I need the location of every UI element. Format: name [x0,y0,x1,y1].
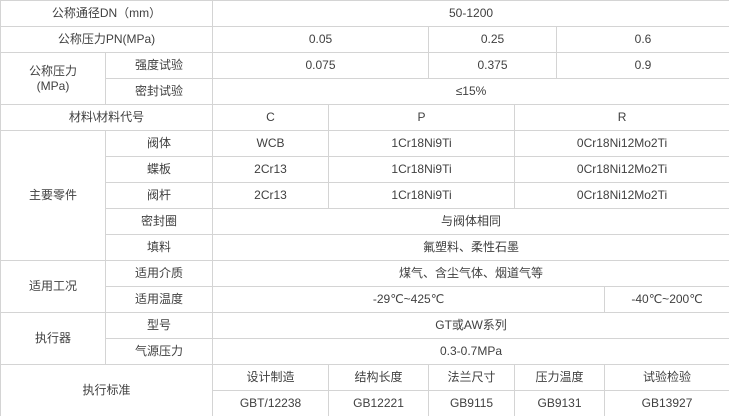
valve-body-label: 阀体 [104,130,214,157]
material-code-c: C [212,104,330,131]
standard-name-test: 试验检验 [604,364,729,391]
nominal-pressure-label-line1: 公称压力 [28,63,77,78]
row-nominal-diameter: 公称通径DN（mm） 50-1200 [0,0,729,27]
row-strength-test: 公称压力 (MPa) 强度试验 0.075 0.375 0.9 [0,52,729,105]
standard-code-design: GBT/12238 [212,390,330,416]
row-standards-codes: GBT/12238 GB12221 GB9115 GB9131 GB13927 [1,390,729,416]
butterfly-plate-label: 蝶板 [104,156,214,183]
seal-test-value: ≤15% [212,78,729,105]
standard-code-length: GB12221 [328,390,430,416]
row-applicable-medium: 适用工况 适用介质 煤气、含尘气体、烟道气等 [0,260,729,313]
pn-value-3: 0.6 [556,26,729,53]
standard-code-pressure-temp: GB9131 [514,390,606,416]
standard-name-flange: 法兰尺寸 [428,364,516,391]
applicable-medium-label: 适用介质 [104,260,214,287]
valve-stem-material-c: 2Cr13 [212,182,330,209]
applicable-medium-value: 煤气、含尘气体、烟道气等 [212,260,729,287]
row-valve-body: 主要零件 阀体 WCB 1Cr18Ni9Ti 0Cr18Ni12Mo2Ti [0,130,729,261]
packing-label: 填料 [104,234,214,261]
air-supply-pressure-value: 0.3-0.7MPa [212,338,729,365]
row-nominal-pressure-pn: 公称压力PN(MPa) 0.05 0.25 0.6 [0,26,729,53]
valve-body-material-r: 0Cr18Ni12Mo2Ti [514,130,729,157]
butterfly-plate-material-r: 0Cr18Ni12Mo2Ti [514,156,729,183]
nominal-diameter-value: 50-1200 [212,0,729,27]
standard-name-pressure-temp: 压力温度 [514,364,606,391]
actuator-model-value: GT或AW系列 [212,312,729,339]
strength-test-value-1: 0.075 [212,52,430,79]
strength-test-value-3: 0.9 [556,52,729,79]
pn-value-1: 0.05 [212,26,430,53]
row-air-supply-pressure: 气源压力 0.3-0.7MPa [1,338,729,365]
nominal-pressure-label-line2: (MPa) [36,78,70,93]
valve-body-material-c: WCB [212,130,330,157]
row-material-codes: 材料\材料代号 C P R [0,104,729,131]
strength-test-label: 强度试验 [104,52,214,79]
valve-stem-material-p: 1Cr18Ni9Ti [328,182,516,209]
valve-stem-material-r: 0Cr18Ni12Mo2Ti [514,182,729,209]
row-seal-test: 密封试验 ≤15% [1,78,729,105]
pn-value-2: 0.25 [428,26,558,53]
row-actuator-model: 执行器 型号 GT或AW系列 [0,312,729,365]
temperature-range-2: -40℃~200℃ [604,286,729,313]
row-standards-names: 执行标准 设计制造 结构长度 法兰尺寸 压力温度 试验检验 [0,364,729,416]
butterfly-plate-material-p: 1Cr18Ni9Ti [328,156,516,183]
row-packing: 填料 氟塑料、柔性石墨 [1,234,729,261]
standard-code-flange: GB9115 [428,390,516,416]
air-supply-pressure-label: 气源压力 [104,338,214,365]
nominal-pressure-group-label: 公称压力 (MPa) [0,52,106,105]
row-valve-stem: 阀杆 2Cr13 1Cr18Ni9Ti 0Cr18Ni12Mo2Ti [1,182,729,209]
valve-stem-label: 阀杆 [104,182,214,209]
seal-ring-value: 与阀体相同 [212,208,729,235]
strength-test-value-2: 0.375 [428,52,558,79]
row-butterfly-plate: 蝶板 2Cr13 1Cr18Ni9Ti 0Cr18Ni12Mo2Ti [1,156,729,183]
packing-value: 氟塑料、柔性石墨 [212,234,729,261]
standards-group-label: 执行标准 [0,364,214,416]
actuator-model-label: 型号 [104,312,214,339]
material-codes-label: 材料\材料代号 [0,104,214,131]
seal-ring-label: 密封圈 [104,208,214,235]
standard-name-design: 设计制造 [212,364,330,391]
seal-test-label: 密封试验 [104,78,214,105]
nominal-pressure-pn-label: 公称压力PN(MPa) [0,26,214,53]
main-parts-group-label: 主要零件 [0,130,106,261]
actuator-group-label: 执行器 [0,312,106,365]
row-seal-ring: 密封圈 与阀体相同 [1,208,729,235]
valve-body-material-p: 1Cr18Ni9Ti [328,130,516,157]
standard-name-length: 结构长度 [328,364,430,391]
butterfly-plate-material-c: 2Cr13 [212,156,330,183]
working-conditions-group-label: 适用工况 [0,260,106,313]
material-code-r: R [514,104,729,131]
applicable-temperature-label: 适用温度 [104,286,214,313]
nominal-diameter-label: 公称通径DN（mm） [0,0,214,27]
material-code-p: P [328,104,516,131]
standard-code-test: GB13927 [604,390,729,416]
temperature-range-1: -29℃~425℃ [212,286,606,313]
row-applicable-temperature: 适用温度 -29℃~425℃ -40℃~200℃ [1,286,729,313]
